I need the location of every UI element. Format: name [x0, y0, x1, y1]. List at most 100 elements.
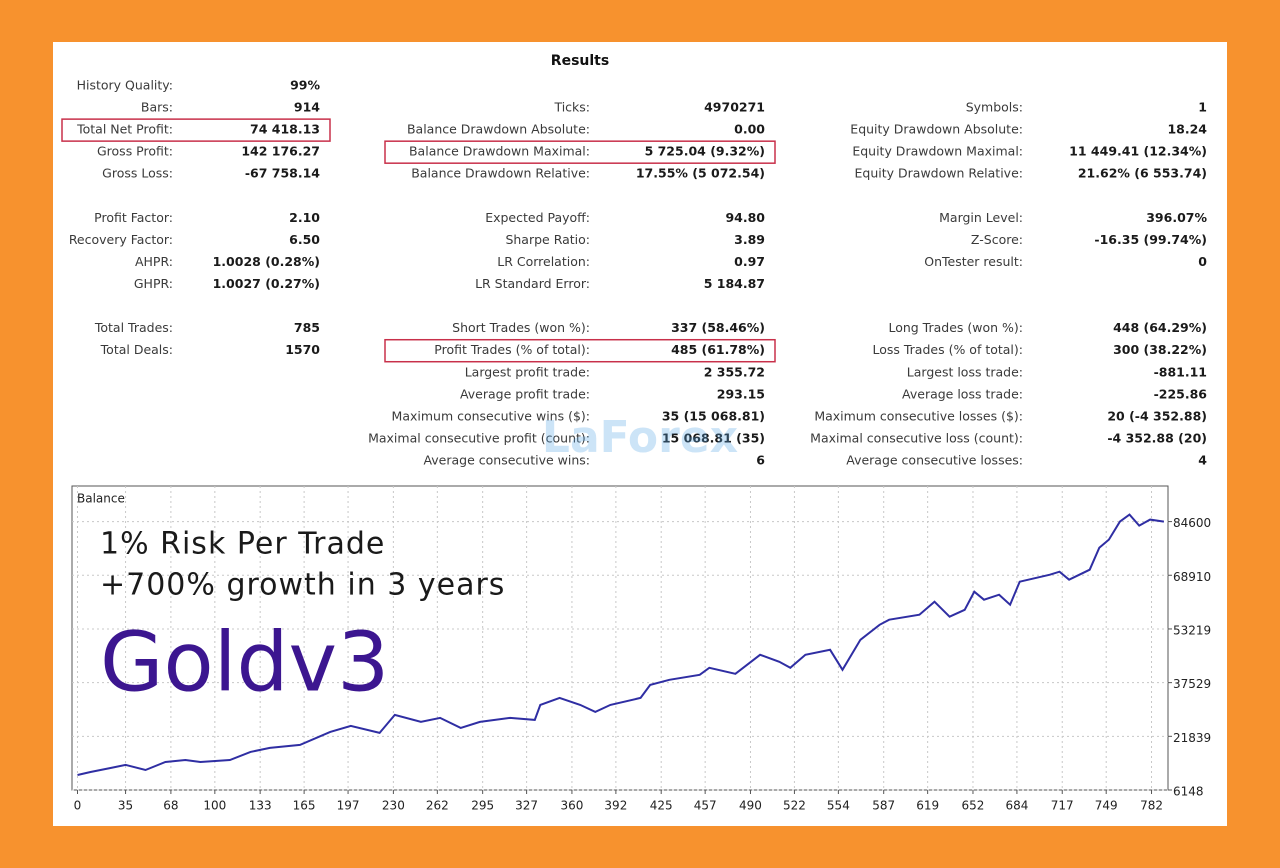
stat-value: -16.35 (99.74%): [1094, 232, 1207, 247]
stat-label: Bars:: [141, 100, 173, 115]
stat-value: 94.80: [725, 210, 765, 225]
stat-value: 1570: [285, 342, 320, 357]
x-tick-label: 619: [916, 799, 939, 813]
stat-label: Balance Drawdown Maximal:: [409, 144, 590, 159]
stat-value: 5 725.04 (9.32%): [645, 144, 765, 159]
stat-value: -4 352.88 (20): [1107, 430, 1207, 445]
stat-value: -225.86: [1154, 386, 1208, 401]
highlight-box: [61, 118, 331, 142]
stat-label: AHPR:: [135, 254, 173, 269]
stat-value: -67 758.14: [245, 166, 320, 181]
stat-label: Equity Drawdown Absolute:: [850, 122, 1023, 137]
stat-value: 4970271: [704, 100, 765, 115]
stat-label: Total Net Profit:: [76, 122, 173, 137]
x-tick-label: 782: [1140, 799, 1163, 813]
stat-value: 448 (64.29%): [1113, 320, 1207, 335]
stat-label: Balance Drawdown Absolute:: [407, 122, 590, 137]
chart-title: Balance: [77, 492, 125, 506]
stat-label: Total Deals:: [100, 342, 173, 357]
stat-label: Profit Trades (% of total):: [434, 342, 590, 357]
stat-label: Sharpe Ratio:: [505, 232, 590, 247]
stat-value: 0: [1198, 254, 1207, 269]
stat-label: Largest loss trade:: [907, 364, 1023, 379]
stat-value: 2.10: [289, 210, 320, 225]
stat-label: Average consecutive losses:: [846, 453, 1023, 468]
stat-label: Equity Drawdown Maximal:: [852, 144, 1023, 159]
stat-value: 20 (-4 352.88): [1107, 408, 1207, 423]
y-tick-label: 21839: [1173, 731, 1211, 745]
x-tick-label: 0: [74, 799, 82, 813]
x-tick-label: 262: [426, 799, 449, 813]
stat-value: 0.97: [734, 254, 765, 269]
stat-label: Average loss trade:: [902, 386, 1023, 401]
x-tick-label: 554: [827, 799, 850, 813]
stat-value: 15 068.81 (35): [662, 430, 765, 445]
stat-label: History Quality:: [77, 78, 173, 93]
results-title: Results: [551, 53, 609, 69]
highlight-box: [384, 140, 776, 164]
stat-label: Balance Drawdown Relative:: [411, 166, 590, 181]
x-tick-label: 68: [163, 799, 178, 813]
stat-label: Ticks:: [553, 100, 590, 115]
stat-value: 396.07%: [1146, 210, 1207, 225]
stat-label: Z-Score:: [971, 232, 1023, 247]
stat-label: Maximal consecutive profit (count):: [368, 430, 590, 445]
x-tick-label: 457: [694, 799, 717, 813]
stat-value: 337 (58.46%): [671, 320, 765, 335]
stat-label: Total Trades:: [94, 320, 173, 335]
y-tick-label: 6148: [1173, 785, 1204, 799]
x-tick-label: 749: [1095, 799, 1118, 813]
x-tick-label: 490: [739, 799, 762, 813]
x-tick-label: 133: [249, 799, 272, 813]
stat-value: 18.24: [1167, 122, 1207, 137]
stat-value: 35 (15 068.81): [662, 408, 765, 423]
x-tick-label: 165: [293, 799, 316, 813]
stat-value: 6.50: [289, 232, 320, 247]
stat-value: 785: [294, 320, 320, 335]
stat-label: Short Trades (won %):: [452, 320, 590, 335]
stat-label: LR Correlation:: [497, 254, 590, 269]
stat-value: 2 355.72: [704, 364, 765, 379]
plot-area: [71, 485, 1169, 791]
y-tick-label: 53219: [1173, 623, 1211, 637]
stat-label: Largest profit trade:: [465, 364, 590, 379]
stat-value: 142 176.27: [241, 144, 320, 159]
stat-label: Loss Trades (% of total):: [872, 342, 1023, 357]
x-tick-label: 684: [1005, 799, 1028, 813]
stat-label: GHPR:: [134, 276, 173, 291]
x-tick-label: 392: [604, 799, 627, 813]
stat-label: Profit Factor:: [94, 210, 173, 225]
stat-label: Maximum consecutive wins ($):: [392, 408, 590, 423]
x-tick-label: 717: [1051, 799, 1074, 813]
x-tick-label: 360: [560, 799, 583, 813]
annotation: Goldv3: [100, 615, 389, 710]
stat-value: -881.11: [1154, 364, 1207, 379]
stat-value: 21.62% (6 553.74): [1078, 166, 1207, 181]
x-tick-label: 587: [872, 799, 895, 813]
x-tick-label: 197: [337, 799, 360, 813]
stat-value: 300 (38.22%): [1113, 342, 1207, 357]
stat-value: 0.00: [734, 122, 765, 137]
stat-value: 293.15: [717, 386, 765, 401]
stat-label: Gross Loss:: [102, 166, 173, 181]
stat-value: 1.0028 (0.28%): [213, 254, 320, 269]
watermark: LaForex: [542, 412, 738, 463]
stat-value: 3.89: [734, 232, 765, 247]
highlight-box: [384, 338, 776, 363]
stat-value: 1: [1198, 100, 1207, 115]
stat-label: Equity Drawdown Relative:: [855, 166, 1023, 181]
stat-value: 74 418.13: [250, 122, 320, 137]
y-tick-label: 37529: [1173, 677, 1211, 691]
stat-label: Maximal consecutive loss (count):: [810, 430, 1023, 445]
annotation: 1% Risk Per Trade: [100, 527, 385, 562]
x-tick-label: 100: [203, 799, 226, 813]
stat-label: Symbols:: [966, 100, 1023, 115]
stat-value: 914: [294, 100, 320, 115]
stat-value: 485 (61.78%): [671, 342, 765, 357]
stat-value: 5 184.87: [704, 276, 765, 291]
stat-label: LR Standard Error:: [475, 276, 590, 291]
stat-label: Long Trades (won %):: [888, 320, 1023, 335]
stat-label: Expected Payoff:: [485, 210, 590, 225]
